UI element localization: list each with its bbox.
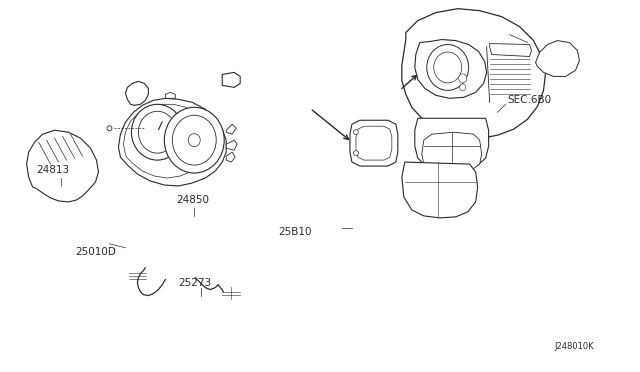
Polygon shape <box>415 118 488 171</box>
Polygon shape <box>118 98 226 186</box>
Ellipse shape <box>107 126 112 131</box>
Ellipse shape <box>188 134 200 147</box>
Polygon shape <box>350 120 398 166</box>
Polygon shape <box>226 140 237 150</box>
Ellipse shape <box>353 151 358 155</box>
Text: 25B10: 25B10 <box>278 227 312 237</box>
Polygon shape <box>490 44 532 57</box>
Text: 24850: 24850 <box>176 195 209 205</box>
Polygon shape <box>222 73 240 87</box>
Polygon shape <box>402 162 477 218</box>
Polygon shape <box>536 41 579 76</box>
Ellipse shape <box>172 115 216 165</box>
Text: 25010D: 25010D <box>76 247 116 257</box>
Polygon shape <box>415 39 486 98</box>
Polygon shape <box>356 126 392 160</box>
Polygon shape <box>226 124 236 134</box>
Text: 25273: 25273 <box>179 278 212 288</box>
Ellipse shape <box>434 52 461 83</box>
Polygon shape <box>226 152 235 162</box>
Text: SEC.6B0: SEC.6B0 <box>508 95 552 105</box>
Polygon shape <box>125 81 148 105</box>
Ellipse shape <box>460 84 466 91</box>
Ellipse shape <box>427 45 468 90</box>
Polygon shape <box>165 92 175 98</box>
Text: 24813: 24813 <box>36 165 70 175</box>
Text: J248010K: J248010K <box>555 342 595 352</box>
Ellipse shape <box>131 104 183 160</box>
Ellipse shape <box>164 107 224 173</box>
Ellipse shape <box>138 111 176 153</box>
Ellipse shape <box>353 130 358 135</box>
Ellipse shape <box>459 74 467 83</box>
Polygon shape <box>27 130 99 202</box>
Polygon shape <box>422 132 482 172</box>
Polygon shape <box>402 9 545 138</box>
